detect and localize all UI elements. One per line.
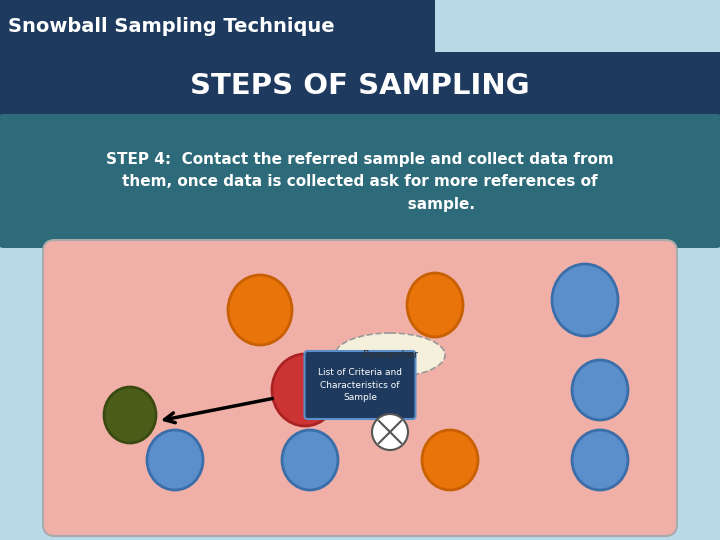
Ellipse shape — [407, 273, 463, 337]
Text: STEP 4:  Contact the referred sample and collect data from
them, once data is co: STEP 4: Contact the referred sample and … — [106, 152, 614, 212]
Ellipse shape — [572, 360, 628, 420]
Circle shape — [372, 414, 408, 450]
FancyBboxPatch shape — [305, 351, 415, 419]
Ellipse shape — [228, 275, 292, 345]
Text: STEPS OF SAMPLING: STEPS OF SAMPLING — [190, 72, 530, 100]
Ellipse shape — [335, 333, 445, 377]
Ellipse shape — [572, 430, 628, 490]
Ellipse shape — [282, 430, 338, 490]
FancyBboxPatch shape — [0, 114, 720, 248]
Text: Snowball Sampling Technique: Snowball Sampling Technique — [8, 17, 335, 36]
FancyBboxPatch shape — [43, 240, 677, 536]
Ellipse shape — [552, 264, 618, 336]
Ellipse shape — [104, 387, 156, 443]
Text: List of Criteria and
Characteristics of
Sample: List of Criteria and Characteristics of … — [318, 368, 402, 402]
Ellipse shape — [422, 430, 478, 490]
Ellipse shape — [147, 430, 203, 490]
Bar — [0, 0, 435, 52]
Text: Researcher: Researcher — [362, 350, 418, 360]
Bar — [0, 52, 720, 120]
Ellipse shape — [272, 354, 338, 426]
